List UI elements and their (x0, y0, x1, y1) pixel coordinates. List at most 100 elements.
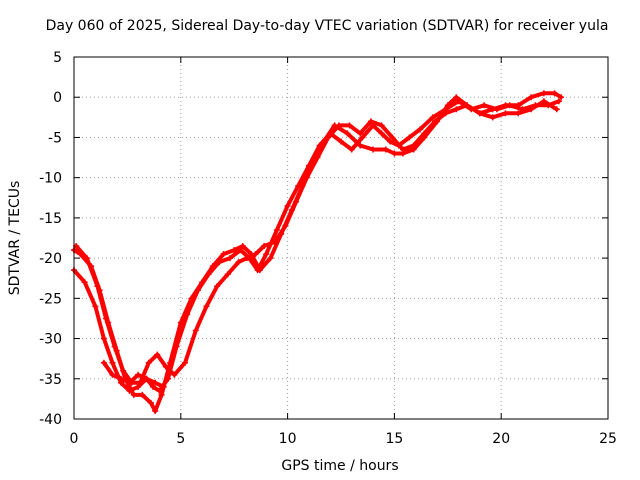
data-point (515, 110, 522, 117)
data-point (370, 146, 377, 153)
data-point (171, 371, 178, 378)
data-point (344, 130, 351, 137)
data-point (147, 399, 154, 406)
data-point (506, 102, 513, 109)
data-point (502, 110, 509, 117)
data-point (453, 106, 460, 113)
data-point (481, 102, 488, 109)
data-point (254, 267, 261, 274)
x-tick-label: 0 (70, 431, 79, 447)
data-point (493, 106, 500, 113)
data-point (109, 359, 116, 366)
data-point (263, 251, 270, 258)
data-point (220, 251, 227, 258)
data-point (137, 379, 144, 386)
data-point (284, 202, 291, 209)
data-point (145, 359, 152, 366)
data-point (528, 106, 535, 113)
axis-ticks: 0 5 10 15 20 25 5 0 -5 -10 -15 -20 -25 -30 -35 -40 (39, 50, 617, 447)
data-point (231, 247, 238, 254)
data-point (120, 367, 127, 374)
data-point (100, 359, 107, 366)
chart-title: Day 060 of 2025, Sidereal Day-to-day VTE… (46, 18, 609, 34)
data-point (357, 130, 364, 137)
y-tick-label: 5 (53, 50, 62, 66)
data-point (325, 134, 332, 141)
data-point (553, 106, 560, 113)
data-point (184, 311, 191, 318)
y-tick-label: -35 (39, 372, 62, 388)
data-point (367, 118, 374, 125)
data-point (273, 226, 280, 233)
data-point (244, 255, 251, 262)
data-point (338, 138, 344, 145)
data-point (271, 239, 278, 246)
data-point (173, 343, 180, 350)
data-point (237, 247, 244, 254)
y-tick-label: -10 (39, 171, 62, 187)
data-point (182, 359, 189, 366)
data-point (130, 391, 137, 398)
y-tick-label: -20 (39, 251, 62, 267)
data-point (391, 150, 398, 157)
data-point (282, 222, 289, 229)
grid-lines (74, 57, 608, 419)
x-tick-label: 10 (279, 431, 297, 447)
data-point (152, 407, 159, 414)
y-tick-label: -15 (39, 211, 62, 227)
y-tick-label: -40 (39, 412, 62, 428)
y-axis-label: SDTVAR / TECUs (7, 181, 23, 296)
data-point (551, 90, 558, 97)
data-point (528, 94, 535, 101)
data-point (252, 251, 259, 258)
data-point (359, 134, 366, 141)
y-tick-label: 0 (53, 90, 62, 106)
data-point (261, 243, 268, 250)
y-tick-label: -5 (48, 130, 62, 146)
y-tick-label: -30 (39, 332, 62, 348)
data-point (235, 259, 242, 266)
data-point (429, 114, 436, 121)
x-tick-label: 20 (492, 431, 510, 447)
data-point (382, 146, 389, 153)
data-point (214, 283, 221, 290)
data-point (156, 387, 163, 394)
data-point (540, 90, 547, 97)
series-trace-c (73, 98, 560, 386)
x-tick-label: 25 (599, 431, 617, 447)
data-point (94, 283, 101, 290)
data-point (239, 243, 246, 250)
data-point (410, 142, 417, 149)
data-point (476, 110, 483, 117)
x-axis-label: GPS time / hours (281, 458, 398, 474)
data-point (378, 122, 385, 129)
data-point (464, 102, 471, 109)
data-point (139, 391, 146, 398)
data-point (455, 98, 462, 105)
data-point (226, 255, 233, 262)
data-point (205, 271, 212, 278)
data-point (431, 118, 438, 125)
data-point (216, 259, 223, 266)
data-point (346, 122, 353, 129)
data-point (453, 94, 460, 101)
plot-frame (73, 56, 609, 420)
data-point (295, 182, 302, 189)
data-point (83, 255, 90, 262)
y-tick-label: -25 (39, 291, 62, 307)
data-point (194, 287, 201, 294)
data-point (305, 162, 312, 169)
data-point (421, 130, 428, 137)
data-point (316, 142, 323, 149)
data-point (267, 255, 274, 262)
series-trace-d (100, 359, 167, 390)
data-point (143, 375, 150, 382)
data-point (117, 375, 124, 382)
data-point (303, 174, 310, 181)
data-point (348, 146, 355, 153)
data-point (152, 379, 159, 386)
data-point (558, 94, 565, 101)
data-point (555, 98, 562, 105)
